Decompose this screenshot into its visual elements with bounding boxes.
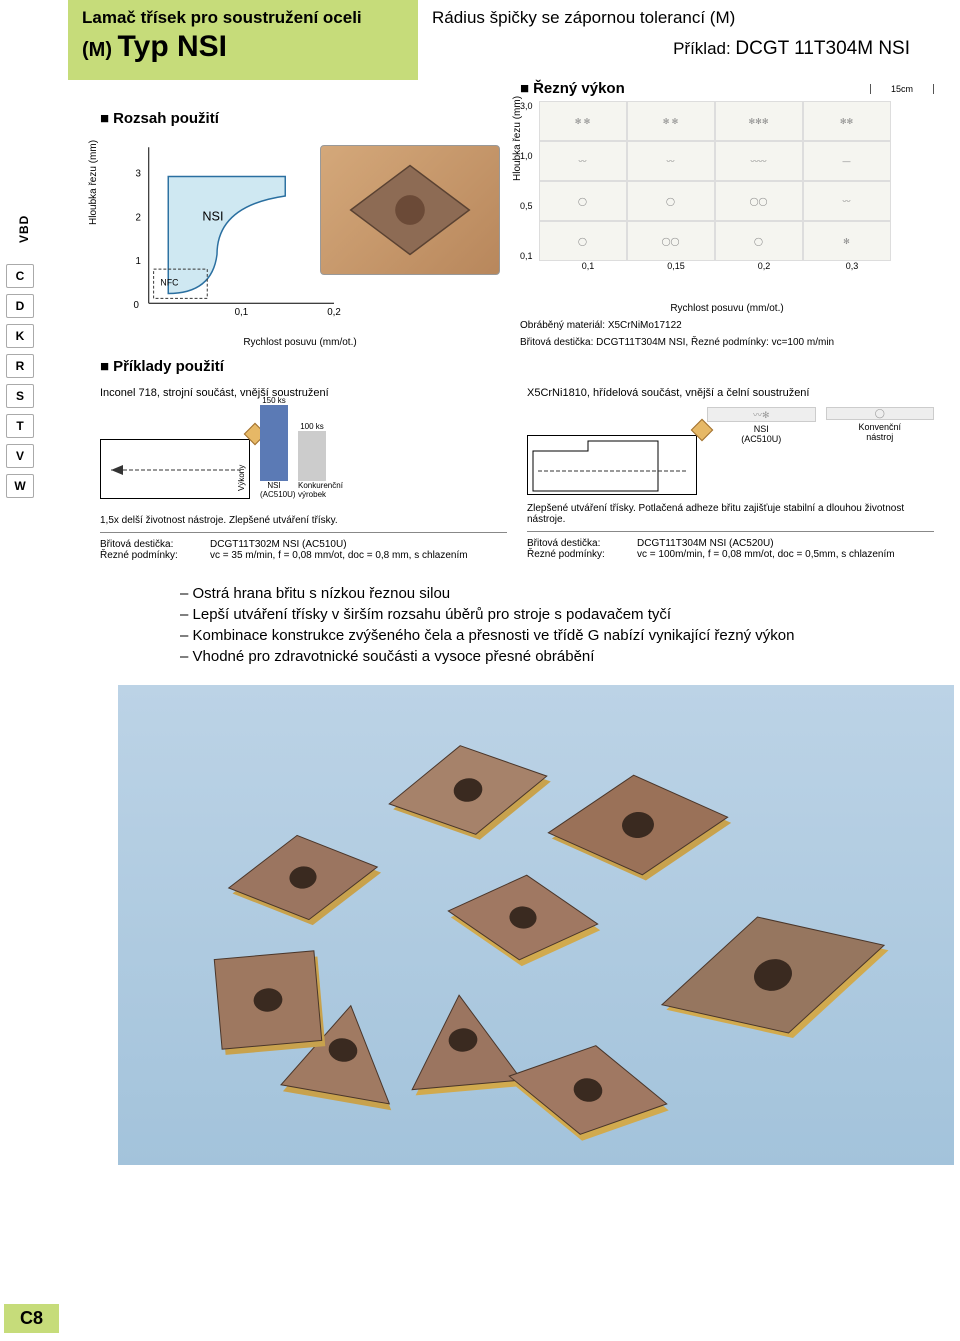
- svg-text:NSI: NSI: [202, 209, 223, 223]
- ex1-bar0-sub: (AC510U): [260, 490, 288, 499]
- sidebar-item-r: R: [6, 354, 34, 378]
- svg-text:0: 0: [134, 300, 140, 311]
- chip-y-2: 0,5: [520, 201, 533, 211]
- sidebar-item-t: T: [6, 414, 34, 438]
- chart1-ylabel: Hloubka řezu (mm): [88, 140, 99, 225]
- ex2-spec: Břitová destička:DCGT11T304M NSI (AC520U…: [527, 531, 934, 560]
- page-header: Lamač třísek pro soustružení oceli (M) T…: [68, 0, 934, 80]
- header-right-line2: Příklad: DCGT 11T304M NSI: [432, 38, 920, 60]
- ex2-ph0-top: NSI: [707, 424, 816, 434]
- scale-label: 15cm: [870, 84, 934, 94]
- ex1-bar1-lbl: Konkurenční: [298, 481, 326, 490]
- ex1-part-shape: [100, 439, 250, 499]
- ex2-part-shape: [527, 435, 697, 495]
- svg-text:0,2: 0,2: [327, 307, 341, 318]
- chip-meta2: Břitová destička: DCGT11T304M NSI, Řezné…: [520, 337, 934, 348]
- ex1-bar1-top: 100 ks: [300, 422, 324, 431]
- header-left-main: Typ NSI: [118, 30, 227, 63]
- cutting-perf-section: Řezný výkon 15cm 3,0 1,0 0,5 0,1 ✻ ✻✻ ✻✻…: [520, 80, 934, 348]
- header-left-prefix: (M): [82, 39, 118, 61]
- ex2-spec-lbl: Břitová destička:: [527, 538, 637, 549]
- chip-x-3: 0,3: [808, 261, 896, 271]
- ex1-bars: 150 ks 100 ks: [260, 391, 326, 481]
- chart1-xlabel: Rychlost posuvu (mm/ot.): [100, 337, 500, 348]
- ex2-ph0-sub: (AC510U): [707, 434, 816, 444]
- chip-ylabel: Hloubka řezu (mm): [512, 96, 523, 181]
- ex1-cond-val: vc = 35 m/min, f = 0,08 mm/ot, doc = 0,8…: [210, 550, 468, 561]
- sidebar-item-c: C: [6, 264, 34, 288]
- ex1-bar1-fill: [298, 431, 326, 481]
- ex2-ph1-sub: nástroj: [826, 432, 935, 442]
- ex1-note: 1,5x delší životnost nástroje. Zlepšené …: [100, 515, 507, 526]
- header-left: Lamač třísek pro soustružení oceli (M) T…: [68, 0, 418, 80]
- ex1-spec-val: DCGT11T302M NSI (AC510U): [210, 539, 347, 550]
- svg-text:2: 2: [136, 212, 141, 223]
- sidebar-item-k: K: [6, 324, 34, 348]
- example-2: X5CrNi1810, hřídelová součást, vnější a …: [527, 387, 934, 561]
- ex1-bar-0: 150 ks: [260, 396, 288, 482]
- ex2-cond-val: vc = 100m/min, f = 0,08 mm/ot, doc = 0,5…: [637, 549, 895, 560]
- bullet-2: – Kombinace konstrukce zvýšeného čela a …: [180, 627, 934, 644]
- chip-y-3: 0,1: [520, 251, 533, 261]
- ex2-photo-1: ◯ Konvenčnínástroj: [826, 407, 935, 487]
- svg-text:NFC: NFC: [160, 278, 178, 288]
- chip-meta1: Obráběný materiál: X5CrNiMo17122: [520, 320, 934, 331]
- ex1-spec: Břitová destička:DCGT11T302M NSI (AC510U…: [100, 532, 507, 561]
- sidebar-rotated-label: VBD: [17, 211, 31, 243]
- chip-grid-chart: 3,0 1,0 0,5 0,1 ✻ ✻✻ ✻✻✻✻✻✻ 〰〰〰〰— ◯◯◯◯〰 …: [520, 101, 920, 301]
- feature-bullets: – Ostrá hrana břitu s nízkou řeznou silo…: [180, 585, 934, 665]
- sidebar-item-v: V: [6, 444, 34, 468]
- svg-text:1: 1: [136, 256, 141, 267]
- cutting-perf-heading: Řezný výkon: [520, 80, 625, 97]
- ex2-photo-0: 〰✻ NSI(AC510U): [707, 407, 816, 487]
- examples-heading: Příklady použití: [100, 358, 934, 375]
- usage-range-heading: Rozsah použití: [100, 110, 500, 127]
- usage-range-chart: Hloubka řezu (mm) 0 1 2 3 0,1 0,2: [100, 135, 490, 335]
- ex2-cond-lbl: Řezné podmínky:: [527, 549, 637, 560]
- ex1-bar-1: 100 ks: [298, 422, 326, 481]
- header-right-code: DCGT 11T304M NSI: [735, 38, 910, 59]
- header-right-prefix: Příklad:: [673, 39, 735, 58]
- ex1-spec-lbl: Břitová destička:: [100, 539, 210, 550]
- header-right: Rádius špičky se zápornou tolerancí (M) …: [418, 0, 934, 80]
- ex1-graphic: Výkony 150 ks 100 ks: [100, 407, 507, 507]
- svg-text:3: 3: [136, 169, 141, 180]
- bullet-3: – Vhodné pro zdravotnické součásti a vys…: [180, 648, 934, 665]
- sidebar: VBD CDKRSTVW: [0, 170, 40, 504]
- ex1-bar0-lbl: NSI: [260, 481, 288, 490]
- ex2-note: Zlepšené utváření třísky. Potlačená adhe…: [527, 503, 934, 525]
- header-left-line1: Lamač třísek pro soustružení oceli: [82, 8, 404, 28]
- ex1-bar1-sub: výrobek: [298, 490, 326, 499]
- chip-x-1: 0,15: [632, 261, 720, 271]
- ex2-ph1-top: Konvenční: [826, 422, 935, 432]
- svg-text:0,1: 0,1: [235, 307, 249, 318]
- example-1: Inconel 718, strojní součást, vnější sou…: [100, 387, 507, 561]
- usage-range-section: Rozsah použití Hloubka řezu (mm) 0 1 2 3…: [100, 80, 500, 348]
- ex2-title: X5CrNi1810, hřídelová součást, vnější a …: [527, 387, 934, 399]
- ex1-cond-lbl: Řezné podmínky:: [100, 550, 210, 561]
- ex1-bar0-fill: [260, 405, 288, 482]
- header-right-line1: Rádius špičky se zápornou tolerancí (M): [432, 8, 920, 28]
- chart1-insert-photo: [320, 145, 500, 275]
- page-number: C8: [4, 1304, 59, 1333]
- chip-x-2: 0,2: [720, 261, 808, 271]
- ex2-spec-val: DCGT11T304M NSI (AC520U): [637, 538, 774, 549]
- chip-x-0: 0,1: [544, 261, 632, 271]
- sidebar-item-s: S: [6, 384, 34, 408]
- main-content: Rozsah použití Hloubka řezu (mm) 0 1 2 3…: [50, 80, 934, 1165]
- bullet-1: – Lepší utváření třísky v širším rozsahu…: [180, 606, 934, 623]
- sidebar-item-w: W: [6, 474, 34, 498]
- hero-product-photo: [118, 685, 954, 1165]
- header-left-line2: (M) Typ NSI: [82, 30, 404, 64]
- ex1-bars-ylabel: Výkony: [237, 465, 246, 491]
- ex1-bar0-top: 150 ks: [262, 396, 286, 405]
- chip-xlabel: Rychlost posuvu (mm/ot.): [520, 303, 934, 314]
- bullet-0: – Ostrá hrana břitu s nízkou řeznou silo…: [180, 585, 934, 602]
- sidebar-item-d: D: [6, 294, 34, 318]
